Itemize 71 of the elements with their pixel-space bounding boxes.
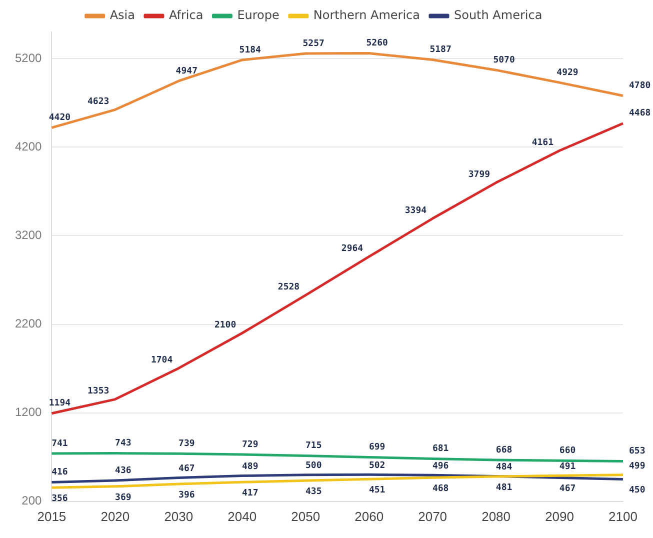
- data-label: 5187: [430, 45, 452, 56]
- legend-label: Asia: [110, 8, 135, 22]
- data-label: 1353: [87, 386, 110, 397]
- data-label: 4468: [629, 108, 651, 119]
- data-label: 1704: [150, 356, 174, 366]
- x-tick-label: 2080: [482, 508, 511, 524]
- data-label: 369: [115, 492, 132, 503]
- data-label: 2528: [278, 282, 300, 293]
- data-label: 729: [242, 440, 258, 450]
- data-label: 3394: [404, 206, 428, 216]
- data-label: 417: [242, 488, 258, 499]
- data-label: 436: [115, 466, 132, 476]
- data-label: 1194: [48, 398, 72, 409]
- data-label: 467: [178, 464, 195, 474]
- x-tick-label: 2050: [291, 508, 320, 524]
- data-label: 450: [629, 486, 646, 496]
- y-tick-label: 1200: [14, 405, 42, 420]
- data-label: 4420: [48, 112, 71, 123]
- data-label: 4947: [176, 66, 198, 76]
- data-label: 5184: [239, 45, 262, 56]
- y-tick-label: 5200: [14, 50, 42, 65]
- y-tick-label: 200: [22, 494, 42, 508]
- x-tick-label: 2015: [37, 508, 66, 524]
- legend-label: South America: [454, 8, 542, 22]
- x-tick-label: 2090: [545, 508, 574, 524]
- data-label: 3799: [468, 170, 490, 180]
- data-label: 356: [52, 494, 68, 504]
- x-tick-label: 2030: [164, 508, 194, 524]
- data-label: 4623: [87, 97, 110, 108]
- data-label: 491: [559, 462, 576, 472]
- data-label: 502: [368, 460, 386, 471]
- data-label: 4161: [532, 138, 554, 148]
- data-label: 741: [52, 438, 68, 449]
- data-label: 715: [305, 441, 322, 452]
- legend-label: Africa: [168, 8, 204, 22]
- data-label: 4780: [629, 81, 651, 92]
- x-tick-label: 2040: [228, 508, 257, 524]
- data-label: 496: [432, 462, 449, 472]
- data-label: 481: [496, 482, 512, 493]
- data-label: 739: [178, 439, 195, 450]
- data-label: 396: [178, 490, 195, 500]
- y-tick-label: 3200: [14, 228, 42, 242]
- data-label: 653: [629, 446, 646, 457]
- data-label: 5260: [366, 38, 388, 49]
- data-label: 699: [368, 442, 386, 453]
- data-label: 2100: [214, 320, 236, 330]
- data-label: 500: [305, 461, 322, 472]
- data-label: 4929: [556, 68, 578, 78]
- data-label: 468: [432, 484, 449, 494]
- data-label: 5257: [302, 38, 324, 49]
- data-label: 435: [305, 486, 322, 497]
- data-label: 467: [559, 484, 576, 494]
- data-label: 743: [115, 438, 132, 449]
- x-tick-label: 2060: [354, 508, 384, 524]
- data-label: 451: [368, 486, 386, 496]
- y-tick-label: 4200: [14, 139, 42, 154]
- y-tick-label: 2200: [14, 316, 42, 331]
- data-label: 416: [52, 468, 68, 478]
- data-label: 5070: [493, 55, 515, 66]
- data-label: 668: [496, 445, 512, 456]
- data-label: 681: [432, 444, 449, 454]
- x-tick-label: 2020: [100, 508, 130, 524]
- legend-label: Europe: [237, 8, 280, 22]
- legend-label: Northern America: [313, 8, 420, 22]
- data-label: 2964: [341, 244, 364, 254]
- data-label: 484: [496, 462, 513, 473]
- x-tick-label: 2070: [418, 508, 448, 524]
- data-label: 499: [629, 461, 646, 472]
- data-label: 489: [242, 462, 258, 472]
- x-tick-label: 2100: [608, 508, 638, 524]
- data-label: 660: [559, 446, 576, 456]
